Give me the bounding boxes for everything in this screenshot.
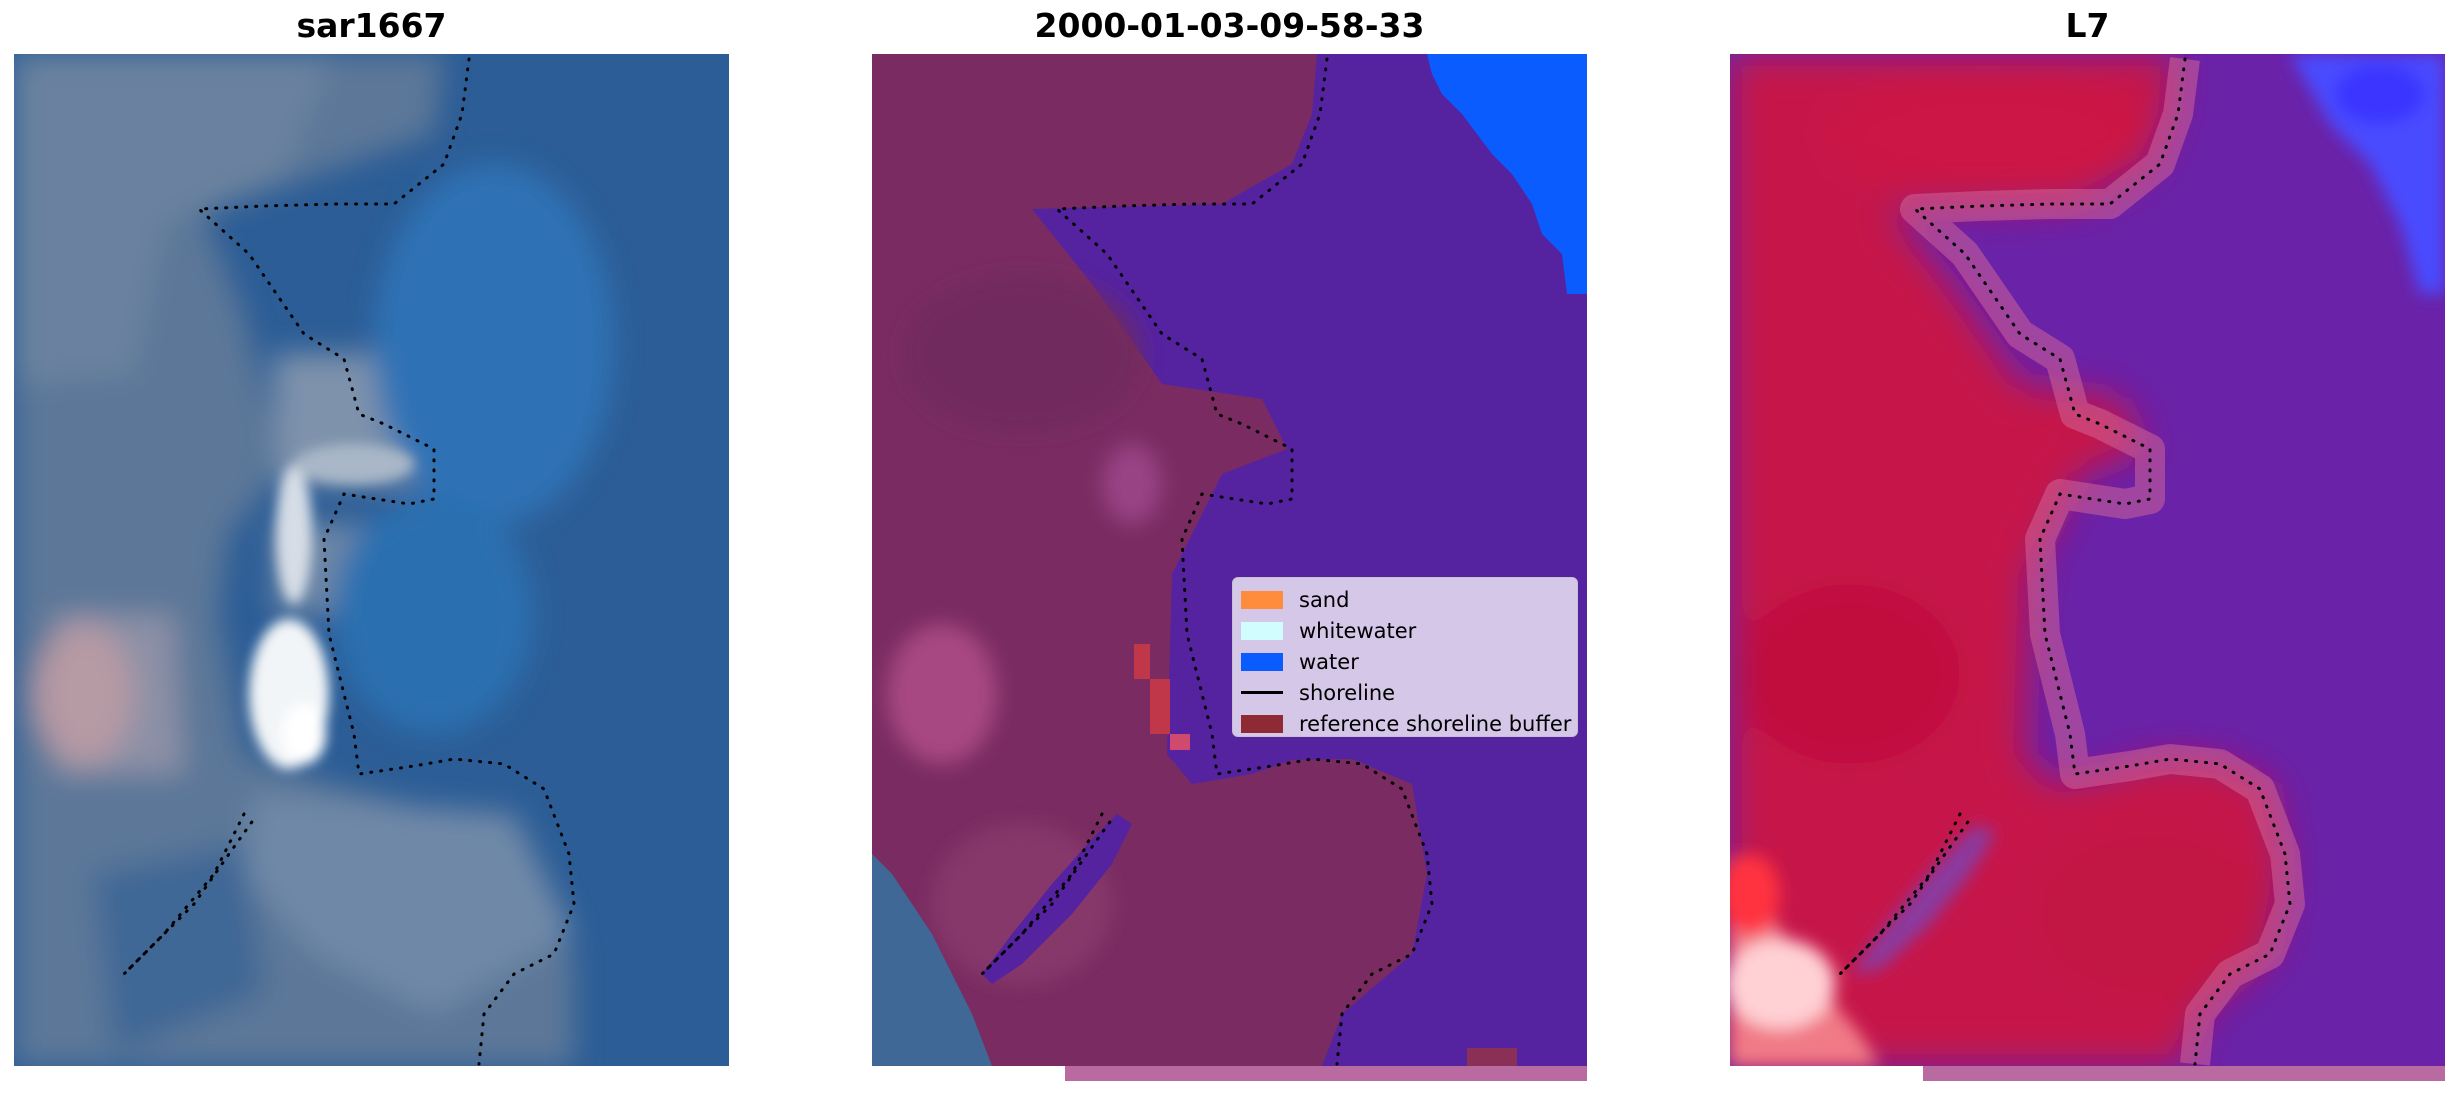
- classified-bottom-strip: [1065, 1066, 1587, 1081]
- panel-title-l7: L7: [2065, 6, 2110, 45]
- legend-item-sand: sand: [1241, 584, 1577, 615]
- legend-item-reference-buffer: reference shoreline buffer: [1241, 708, 1577, 739]
- panel-title-date: 2000-01-03-09-58-33: [1034, 6, 1425, 45]
- legend-item-whitewater: whitewater: [1241, 615, 1577, 646]
- classified-image: [872, 54, 1587, 1066]
- legend-swatch-sand: [1241, 590, 1283, 609]
- legend: sand whitewater water shoreline referenc…: [1232, 577, 1578, 737]
- classified-image-panel: [872, 54, 1587, 1066]
- legend-swatch-water: [1241, 652, 1283, 671]
- rgb-image: [14, 54, 729, 1066]
- legend-swatch-shoreline: [1241, 691, 1283, 694]
- legend-label-water: water: [1299, 649, 1359, 674]
- legend-swatch-whitewater: [1241, 621, 1283, 640]
- legend-label-reference-buffer: reference shoreline buffer: [1299, 711, 1572, 736]
- legend-label-shoreline: shoreline: [1299, 680, 1396, 705]
- rgb-image-panel: [14, 54, 729, 1066]
- l7-image: [1730, 54, 2445, 1066]
- panel-title-sar1667: sar1667: [296, 6, 447, 45]
- l7-bottom-strip: [1923, 1066, 2445, 1081]
- legend-label-sand: sand: [1299, 587, 1350, 612]
- legend-label-whitewater: whitewater: [1299, 618, 1417, 643]
- legend-swatch-reference-buffer: [1241, 714, 1283, 733]
- l7-image-panel: [1730, 54, 2445, 1066]
- legend-item-water: water: [1241, 646, 1577, 677]
- legend-item-shoreline: shoreline: [1241, 677, 1577, 708]
